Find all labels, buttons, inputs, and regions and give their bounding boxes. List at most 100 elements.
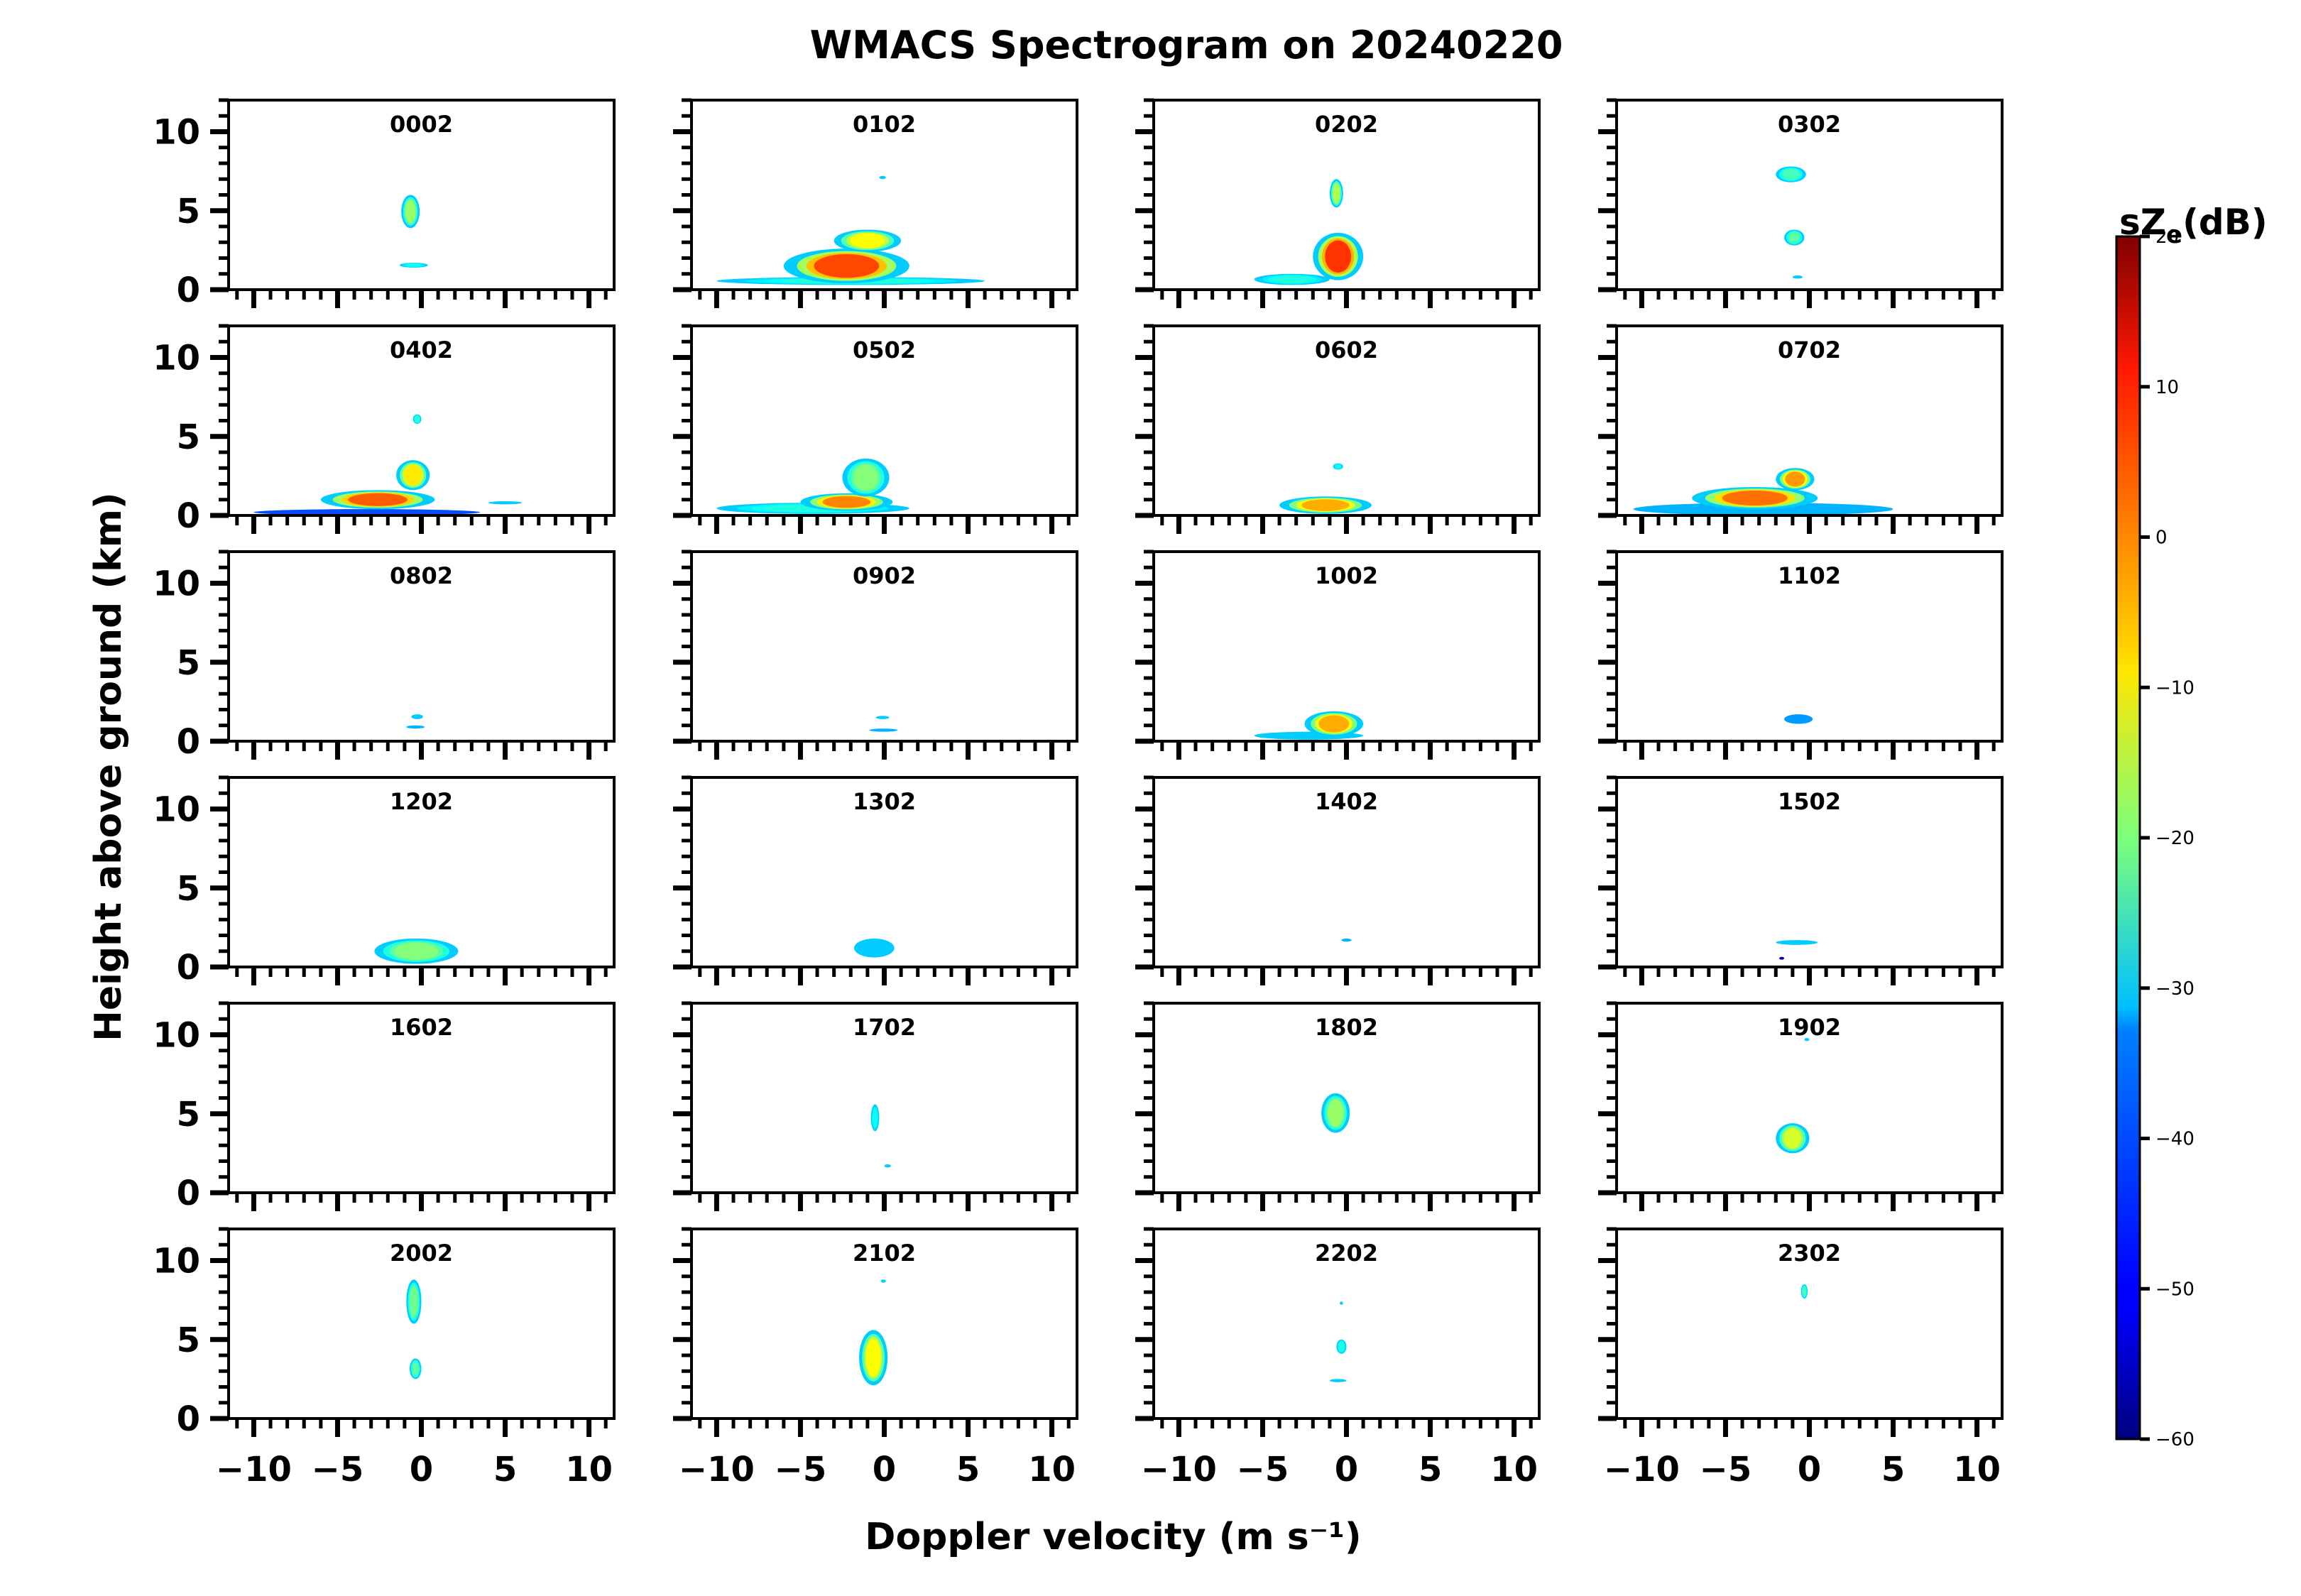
echo-group <box>399 195 428 268</box>
echo-group <box>1800 1284 1808 1299</box>
echo-mark <box>1318 715 1350 733</box>
x-tick-label: −10 <box>1604 1450 1680 1490</box>
x-tick-label: 5 <box>1419 1450 1442 1490</box>
echo-mark <box>880 1279 886 1283</box>
echo-mark <box>1335 464 1341 469</box>
panel-1902: 1902 <box>1598 1001 2004 1211</box>
panel-0602: 0602 <box>1135 324 1541 534</box>
panel-time-label: 0502 <box>853 337 916 364</box>
echo-mark <box>1325 240 1352 273</box>
panel-background <box>692 1003 1077 1193</box>
colorbar-ticks: −60 −50 −40 −30 −20 −10 0 10 20 <box>2140 226 2195 1450</box>
echo-mark <box>1776 940 1818 945</box>
echo-mark <box>1779 956 1785 960</box>
echo-group <box>870 1104 891 1168</box>
x-tick-label: 5 <box>1881 1450 1905 1490</box>
x-tick-label: 10 <box>1953 1450 2001 1490</box>
y-tick-label: 5 <box>177 1321 200 1360</box>
panel-2102: −10 −5 0 5 10 2102 <box>673 1227 1078 1490</box>
y-tick-label: 5 <box>177 1095 200 1135</box>
panel-background <box>1154 1229 1539 1419</box>
panel-time-label: 0202 <box>1315 111 1378 138</box>
echo-mark <box>1328 1099 1343 1127</box>
y-tick-label: 0 <box>177 496 200 536</box>
colorbar-tick-label: −40 <box>2155 1129 2195 1150</box>
x-tick-label: 0 <box>410 1450 433 1490</box>
panel-1802: 1802 <box>1135 1001 1541 1211</box>
colorbar-title: sZe(dB) <box>2119 202 2268 249</box>
echo-mark <box>875 716 890 719</box>
echo-mark <box>1802 1286 1806 1296</box>
echo-group <box>1329 1301 1347 1382</box>
echo-group <box>869 716 898 732</box>
echo-mark <box>415 415 420 422</box>
panel-background <box>692 1229 1077 1419</box>
echo-mark <box>405 200 415 223</box>
y-tick-label: 0 <box>177 270 200 310</box>
echo-group <box>716 458 909 514</box>
x-tick-label: −5 <box>1700 1450 1752 1490</box>
panel-0802: 0 5 10 0802 <box>153 550 616 762</box>
panel-background <box>1617 1229 2002 1419</box>
colorbar-tick-label: −60 <box>2155 1429 2195 1450</box>
panel-background <box>1617 552 2002 741</box>
panel-time-label: 1402 <box>1315 788 1378 815</box>
panel-1402: 1402 <box>1135 775 1541 985</box>
y-tick-label: 5 <box>177 869 200 909</box>
chart-title: WMACS Spectrogram on 20240220 <box>810 23 1563 67</box>
panel-1202: 0 5 10 1202 <box>153 775 616 988</box>
panel-time-label: 0402 <box>390 337 453 364</box>
echo-mark <box>412 1362 419 1376</box>
x-tick-label: −10 <box>216 1450 292 1490</box>
panel-0702: 0702 <box>1598 324 2004 534</box>
x-tick-label: 0 <box>873 1450 896 1490</box>
echo-mark <box>1338 1341 1345 1352</box>
echo-mark <box>394 942 439 960</box>
x-tick-label: 10 <box>565 1450 613 1490</box>
y-tick-label: 10 <box>153 1242 200 1281</box>
panel-time-label: 1702 <box>853 1014 916 1041</box>
x-tick-label: 5 <box>956 1450 980 1490</box>
echo-mark <box>873 1108 878 1127</box>
x-tick-label: −5 <box>775 1450 827 1490</box>
panel-time-label: 1002 <box>1315 562 1378 589</box>
panel-time-label: 2302 <box>1778 1240 1841 1267</box>
panel-0302: 0302 <box>1598 98 2004 308</box>
echo-group <box>1776 940 1818 960</box>
echo-group <box>1633 468 1893 515</box>
panel-time-label: 0002 <box>390 111 453 138</box>
echo-group <box>1341 938 1352 942</box>
panel-time-label: 0102 <box>853 111 916 138</box>
y-tick-label: 5 <box>177 417 200 457</box>
panel-time-label: 0302 <box>1778 111 1841 138</box>
panel-0402: 0 5 10 0402 <box>153 324 616 536</box>
echo-mark <box>822 496 871 508</box>
panel-background <box>1154 777 1539 967</box>
panel-time-label: 1302 <box>853 788 916 815</box>
panel-background <box>1617 100 2002 290</box>
panel-background <box>1617 1003 2002 1193</box>
echo-group <box>406 1279 422 1379</box>
y-tick-label: 10 <box>153 113 200 153</box>
echo-mark <box>488 501 523 505</box>
panel-time-label: 2202 <box>1315 1240 1378 1267</box>
x-tick-label: 5 <box>493 1450 517 1490</box>
panel-1002: 1002 <box>1135 550 1541 760</box>
echo-mark <box>1792 275 1803 279</box>
panel-background <box>229 100 614 290</box>
panel-background <box>1154 326 1539 515</box>
y-tick-label: 5 <box>177 192 200 231</box>
panel-0902: 0902 <box>673 550 1078 760</box>
panel-time-label: 2102 <box>853 1240 916 1267</box>
colorbar: −60 −50 −40 −30 −20 −10 0 10 20 sZe(dB) <box>2115 202 2268 1450</box>
panel-background <box>229 777 614 967</box>
y-tick-label: 10 <box>153 339 200 378</box>
echo-mark <box>1633 503 1893 515</box>
echo-mark <box>1272 275 1312 283</box>
echo-group <box>859 1279 888 1386</box>
x-tick-label: −5 <box>1237 1450 1289 1490</box>
panel-time-label: 1502 <box>1778 788 1841 815</box>
echo-mark <box>1329 1379 1347 1382</box>
echo-mark <box>1340 1301 1343 1305</box>
